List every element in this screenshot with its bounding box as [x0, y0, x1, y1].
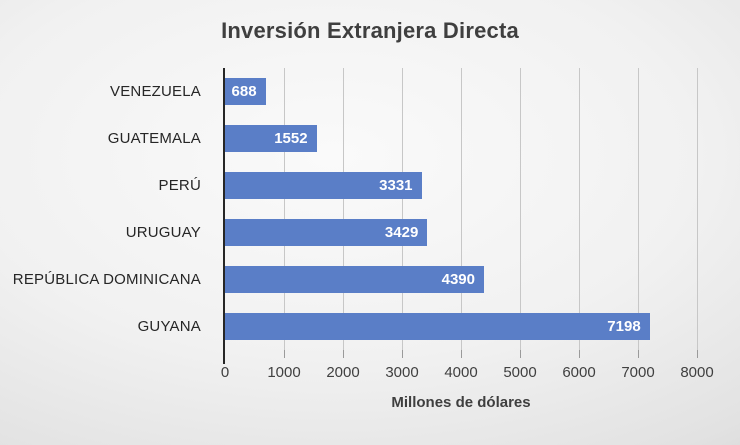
gridline-5000: [520, 68, 521, 350]
bar-value-label: 1552: [274, 130, 308, 147]
x-tick-label: 5000: [503, 364, 537, 381]
gridline-3000: [402, 68, 403, 350]
x-tick-mark-3000: [402, 350, 403, 358]
bar-row-0: 688: [225, 68, 697, 115]
plot-area: 688 1552 3331 3429 4390 7198: [225, 68, 698, 350]
x-tick-mark-5000: [520, 350, 521, 358]
gridline-7000: [638, 68, 639, 350]
bar-value-label: 688: [231, 83, 257, 100]
x-tick-label: 7000: [621, 364, 655, 381]
gridline-4000: [461, 68, 462, 350]
category-axis-labels: VENEZUELA GUATEMALA PERÚ URUGUAY REPÚBLICA D…: [0, 68, 212, 350]
gridline-8000: [697, 68, 698, 350]
bar: 7198: [225, 313, 650, 340]
category-label: URUGUAY: [125, 224, 201, 241]
bar-row-5: 7198: [225, 303, 697, 350]
bar-value-label: 3429: [384, 224, 419, 241]
bar-row-1: 1552: [225, 115, 697, 162]
x-tick-mark-1000: [284, 350, 285, 358]
x-tick-mark-6000: [579, 350, 580, 358]
x-tick-mark-2000: [343, 350, 344, 358]
bar-value-label: 4390: [441, 271, 475, 288]
gridline-2000: [343, 68, 344, 350]
bar: 4390: [225, 266, 484, 293]
x-tick-label: 8000: [680, 364, 714, 381]
chart-title: Inversión Extranjera Directa: [221, 18, 519, 43]
x-tick-mark-4000: [461, 350, 462, 358]
gridline-1000: [284, 68, 285, 350]
category-label: VENEZUELA: [110, 83, 201, 100]
category-label: GUATEMALA: [107, 130, 201, 147]
bar: 688: [225, 78, 266, 105]
x-tick-label: 0: [220, 364, 230, 381]
bar: 3331: [225, 172, 422, 199]
x-tick-label: 3000: [385, 364, 419, 381]
x-tick-mark-8000: [697, 350, 698, 358]
x-tick-mark-7000: [638, 350, 639, 358]
bar-value-label: 7198: [607, 318, 641, 335]
x-tick-label: 6000: [562, 364, 596, 381]
category-label: GUYANA: [137, 318, 201, 335]
gridline-6000: [579, 68, 580, 350]
category-label: PERÚ: [158, 177, 201, 194]
category-label: REPÚBLICA DOMINICANA: [12, 271, 201, 288]
x-tick-label: 2000: [326, 364, 360, 381]
bar: 1552: [225, 125, 317, 152]
x-tick-label: 4000: [444, 364, 478, 381]
x-tick-label: 1000: [267, 364, 301, 381]
bar: 3429: [225, 219, 428, 246]
bar-value-label: 3331: [379, 177, 413, 194]
bar-row-3: 3429: [225, 209, 697, 256]
bar-row-2: 3331: [225, 162, 697, 209]
x-axis-title: Millones de dólares: [391, 394, 531, 411]
y-axis-line: [223, 68, 225, 364]
bar-row-4: 4390: [225, 256, 697, 303]
